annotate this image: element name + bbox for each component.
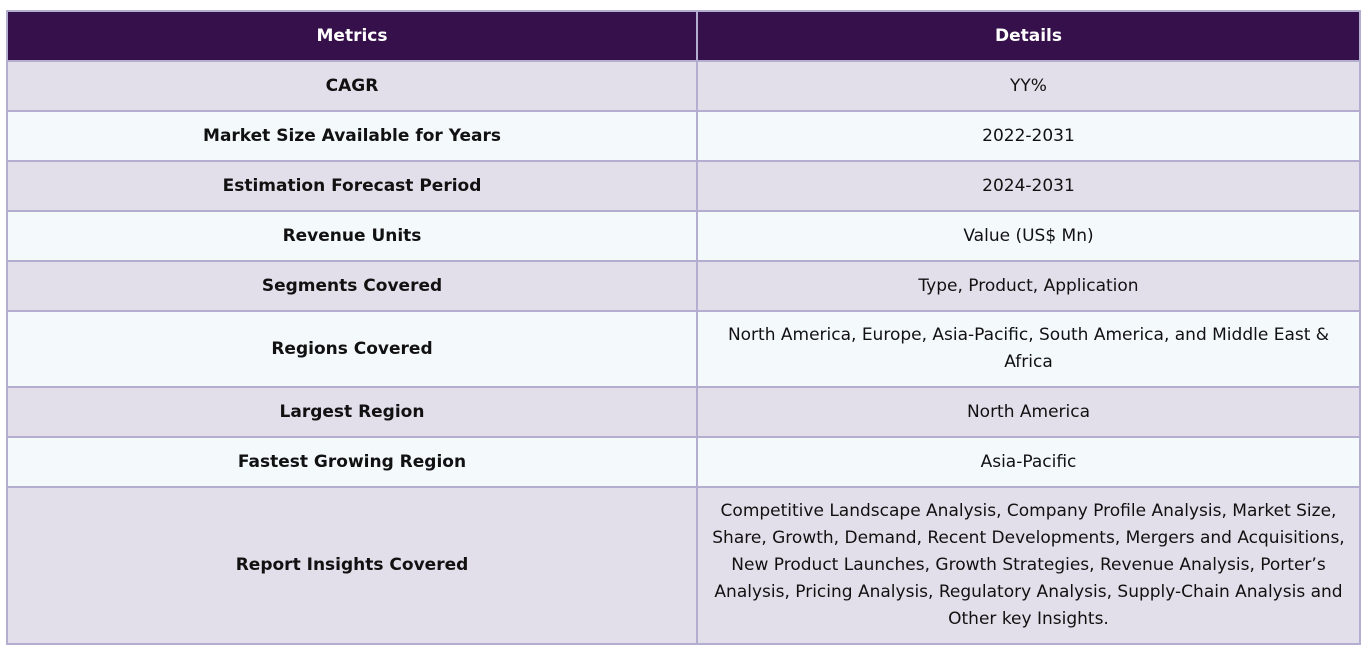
table-row: Largest Region North America bbox=[6, 386, 1361, 438]
metric-cell: Segments Covered bbox=[6, 260, 698, 312]
table-row: Estimation Forecast Period 2024-2031 bbox=[6, 160, 1361, 212]
detail-cell: North America bbox=[696, 386, 1361, 438]
metric-cell: Fastest Growing Region bbox=[6, 436, 698, 488]
column-header-details: Details bbox=[696, 10, 1361, 62]
metric-cell: Revenue Units bbox=[6, 210, 698, 262]
report-summary-table: Metrics Details CAGR YY% Market Size Ava… bbox=[6, 10, 1361, 645]
table-row: Segments Covered Type, Product, Applicat… bbox=[6, 260, 1361, 312]
detail-cell: Asia-Pacific bbox=[696, 436, 1361, 488]
metric-cell: Report Insights Covered bbox=[6, 486, 698, 645]
detail-cell: Type, Product, Application bbox=[696, 260, 1361, 312]
report-summary-table-container: Metrics Details CAGR YY% Market Size Ava… bbox=[6, 10, 1361, 645]
detail-cell: Value (US$ Mn) bbox=[696, 210, 1361, 262]
metric-cell: Market Size Available for Years bbox=[6, 110, 698, 162]
metric-cell: Largest Region bbox=[6, 386, 698, 438]
table-header-row: Metrics Details bbox=[6, 10, 1361, 62]
detail-cell: Competitive Landscape Analysis, Company … bbox=[696, 486, 1361, 645]
table-row: Revenue Units Value (US$ Mn) bbox=[6, 210, 1361, 262]
table-row: Regions Covered North America, Europe, A… bbox=[6, 310, 1361, 388]
table-row: CAGR YY% bbox=[6, 60, 1361, 112]
detail-cell: YY% bbox=[696, 60, 1361, 112]
table-row: Fastest Growing Region Asia-Pacific bbox=[6, 436, 1361, 488]
metric-cell: Regions Covered bbox=[6, 310, 698, 388]
column-header-metrics: Metrics bbox=[6, 10, 698, 62]
metric-cell: CAGR bbox=[6, 60, 698, 112]
table-row: Market Size Available for Years 2022-203… bbox=[6, 110, 1361, 162]
detail-cell: 2024-2031 bbox=[696, 160, 1361, 212]
detail-cell: North America, Europe, Asia-Pacific, Sou… bbox=[696, 310, 1361, 388]
detail-cell: 2022-2031 bbox=[696, 110, 1361, 162]
table-row: Report Insights Covered Competitive Land… bbox=[6, 486, 1361, 645]
metric-cell: Estimation Forecast Period bbox=[6, 160, 698, 212]
